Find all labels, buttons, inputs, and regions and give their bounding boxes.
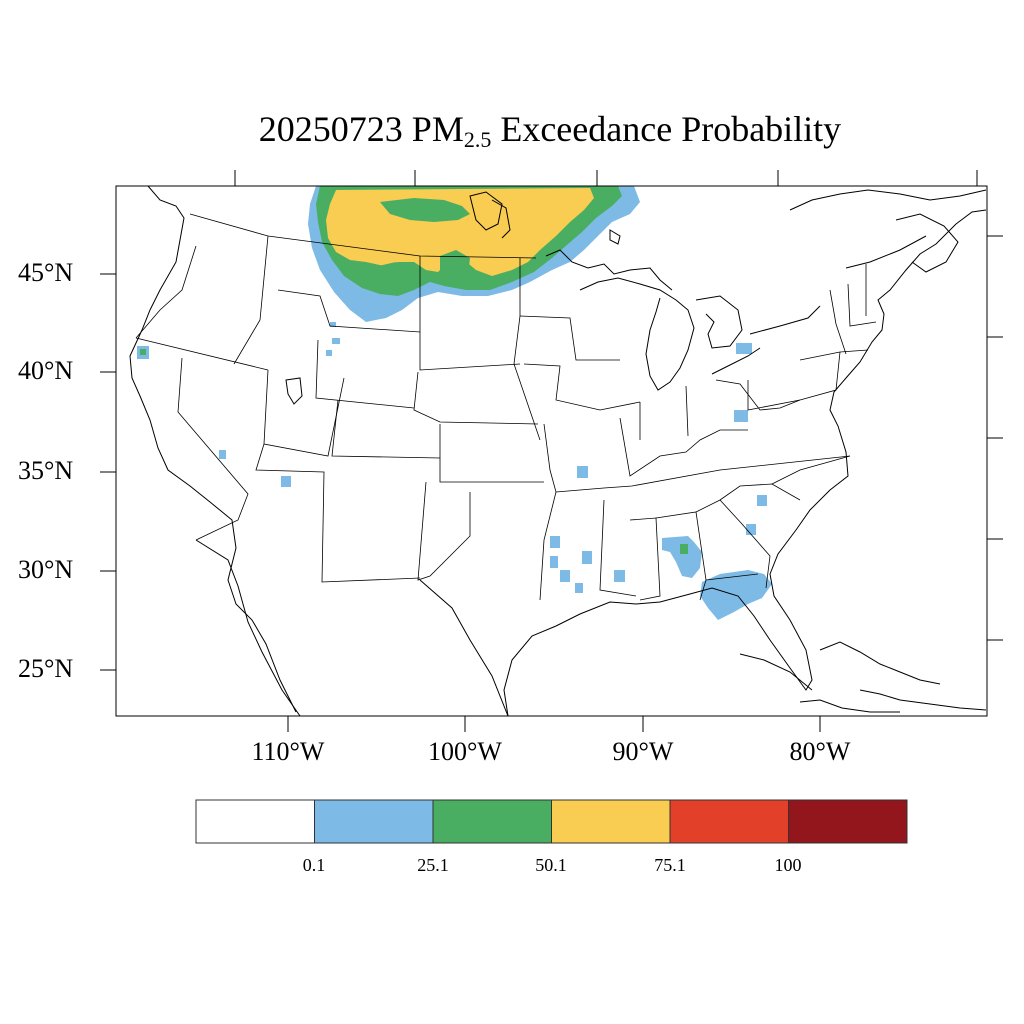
colorbar-label-4: 100 bbox=[774, 855, 802, 875]
lon-label-110: 110°W bbox=[251, 737, 325, 766]
colorbar bbox=[195, 799, 908, 844]
colorbar-bin-1 bbox=[314, 799, 434, 844]
colorbar-bin-3 bbox=[551, 799, 671, 844]
lat-label-45: 45°N bbox=[18, 258, 74, 287]
lon-label-100: 100°W bbox=[428, 737, 502, 766]
colorbar-bin-0 bbox=[195, 799, 315, 844]
frame-ticks bbox=[100, 170, 1003, 732]
lat-label-30: 30°N bbox=[18, 555, 74, 584]
colorbar-label-3: 75.1 bbox=[654, 855, 686, 875]
lon-label-80: 80°W bbox=[789, 737, 851, 766]
colorbar-label-0: 0.1 bbox=[302, 855, 326, 875]
coastline bbox=[129, 186, 987, 716]
colorbar-label-1: 25.1 bbox=[417, 855, 449, 875]
state-boundaries bbox=[135, 213, 877, 601]
lat-label-35: 35°N bbox=[18, 456, 74, 485]
lat-label-40: 40°N bbox=[18, 356, 74, 385]
colorbar-label-2: 50.1 bbox=[535, 855, 567, 875]
probability-fields bbox=[137, 186, 772, 620]
colorbar-bin-2 bbox=[432, 799, 552, 844]
map-frame bbox=[115, 185, 988, 717]
map-title: 20250723 PM2.5 Exceedance Probability bbox=[258, 109, 842, 152]
lon-label-90: 90°W bbox=[612, 737, 674, 766]
lat-label-25: 25°N bbox=[18, 654, 74, 683]
colorbar-bin-5 bbox=[788, 799, 908, 844]
colorbar-bin-4 bbox=[669, 799, 789, 844]
